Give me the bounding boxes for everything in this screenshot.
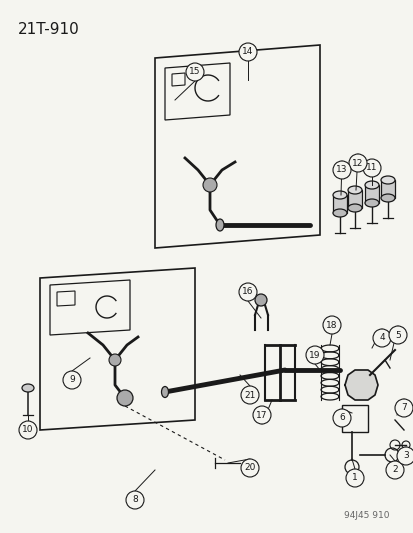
Circle shape bbox=[202, 178, 216, 192]
Circle shape bbox=[109, 354, 121, 366]
Polygon shape bbox=[344, 370, 377, 400]
Ellipse shape bbox=[347, 186, 361, 194]
Ellipse shape bbox=[161, 386, 168, 398]
Circle shape bbox=[238, 283, 256, 301]
Text: 7: 7 bbox=[400, 403, 406, 413]
Circle shape bbox=[305, 346, 323, 364]
Circle shape bbox=[322, 316, 340, 334]
Circle shape bbox=[396, 447, 413, 465]
Text: 12: 12 bbox=[351, 158, 363, 167]
Bar bbox=[364, 185, 378, 203]
Circle shape bbox=[238, 43, 256, 61]
Circle shape bbox=[372, 329, 390, 347]
Circle shape bbox=[388, 326, 406, 344]
Ellipse shape bbox=[380, 194, 394, 202]
Text: 10: 10 bbox=[22, 425, 34, 434]
Circle shape bbox=[385, 461, 403, 479]
Circle shape bbox=[240, 459, 259, 477]
Text: 6: 6 bbox=[338, 414, 344, 423]
Text: 94J45 910: 94J45 910 bbox=[344, 511, 389, 520]
Ellipse shape bbox=[216, 219, 223, 231]
Text: 3: 3 bbox=[402, 451, 408, 461]
Circle shape bbox=[254, 294, 266, 306]
Text: 1: 1 bbox=[351, 473, 357, 482]
Circle shape bbox=[240, 386, 259, 404]
Text: 17: 17 bbox=[256, 410, 267, 419]
Text: 9: 9 bbox=[69, 376, 75, 384]
Text: 21: 21 bbox=[244, 391, 255, 400]
Circle shape bbox=[126, 491, 144, 509]
Circle shape bbox=[19, 421, 37, 439]
Text: 5: 5 bbox=[394, 330, 400, 340]
Circle shape bbox=[185, 63, 204, 81]
Ellipse shape bbox=[347, 204, 361, 212]
Text: 11: 11 bbox=[366, 164, 377, 173]
Bar bbox=[347, 190, 361, 208]
Ellipse shape bbox=[332, 191, 346, 199]
Circle shape bbox=[332, 409, 350, 427]
Text: 16: 16 bbox=[242, 287, 253, 296]
Ellipse shape bbox=[364, 199, 378, 207]
Text: 2: 2 bbox=[391, 465, 397, 474]
Text: 21T-910: 21T-910 bbox=[18, 22, 80, 37]
Text: 15: 15 bbox=[189, 68, 200, 77]
Ellipse shape bbox=[364, 181, 378, 189]
Text: 20: 20 bbox=[244, 464, 255, 472]
Circle shape bbox=[252, 406, 271, 424]
Text: 8: 8 bbox=[132, 496, 138, 505]
Circle shape bbox=[117, 390, 133, 406]
Circle shape bbox=[332, 161, 350, 179]
Text: 19: 19 bbox=[309, 351, 320, 359]
Text: 14: 14 bbox=[242, 47, 253, 56]
Circle shape bbox=[362, 159, 380, 177]
Bar bbox=[380, 180, 394, 198]
Circle shape bbox=[345, 469, 363, 487]
Ellipse shape bbox=[22, 384, 34, 392]
Ellipse shape bbox=[332, 209, 346, 217]
Circle shape bbox=[63, 371, 81, 389]
Bar bbox=[332, 195, 346, 213]
Ellipse shape bbox=[380, 176, 394, 184]
Text: 18: 18 bbox=[325, 320, 337, 329]
Text: 13: 13 bbox=[335, 166, 347, 174]
Text: 4: 4 bbox=[378, 334, 384, 343]
Circle shape bbox=[348, 154, 366, 172]
Circle shape bbox=[394, 399, 412, 417]
